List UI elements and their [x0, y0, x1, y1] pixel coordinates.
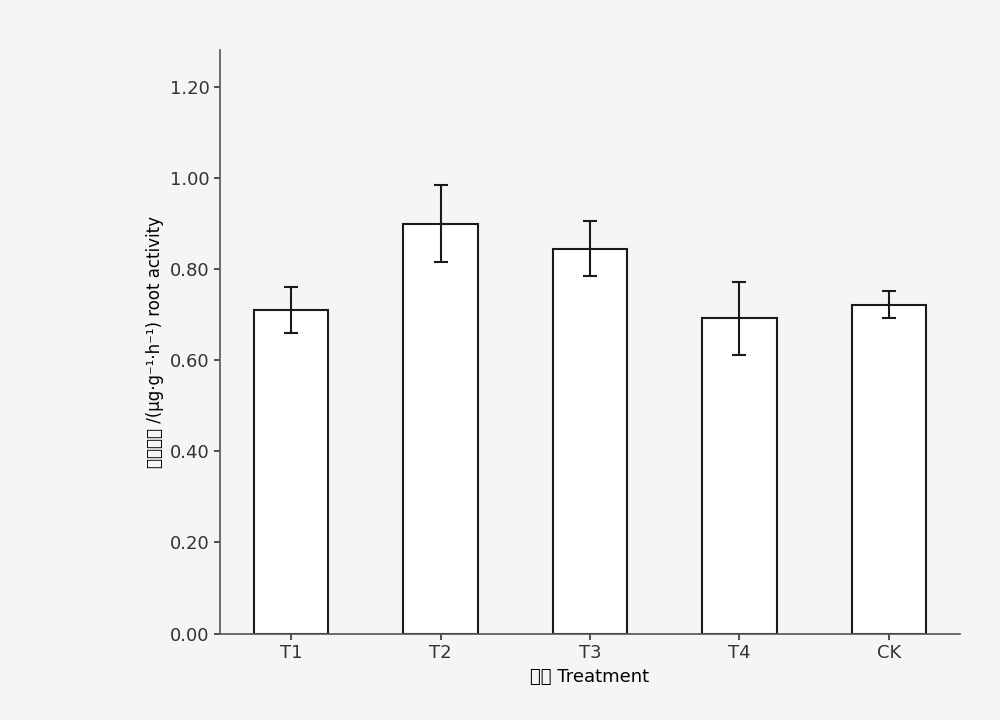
Bar: [852, 305, 926, 634]
X-axis label: 处理 Treatment: 处理 Treatment: [530, 667, 650, 685]
Y-axis label: 根系活力 /(μg·g⁻¹·h⁻¹) root activity: 根系活力 /(μg·g⁻¹·h⁻¹) root activity: [146, 216, 164, 468]
Bar: [403, 223, 478, 634]
Bar: [553, 248, 627, 634]
Bar: [254, 310, 328, 634]
Bar: [702, 318, 777, 634]
